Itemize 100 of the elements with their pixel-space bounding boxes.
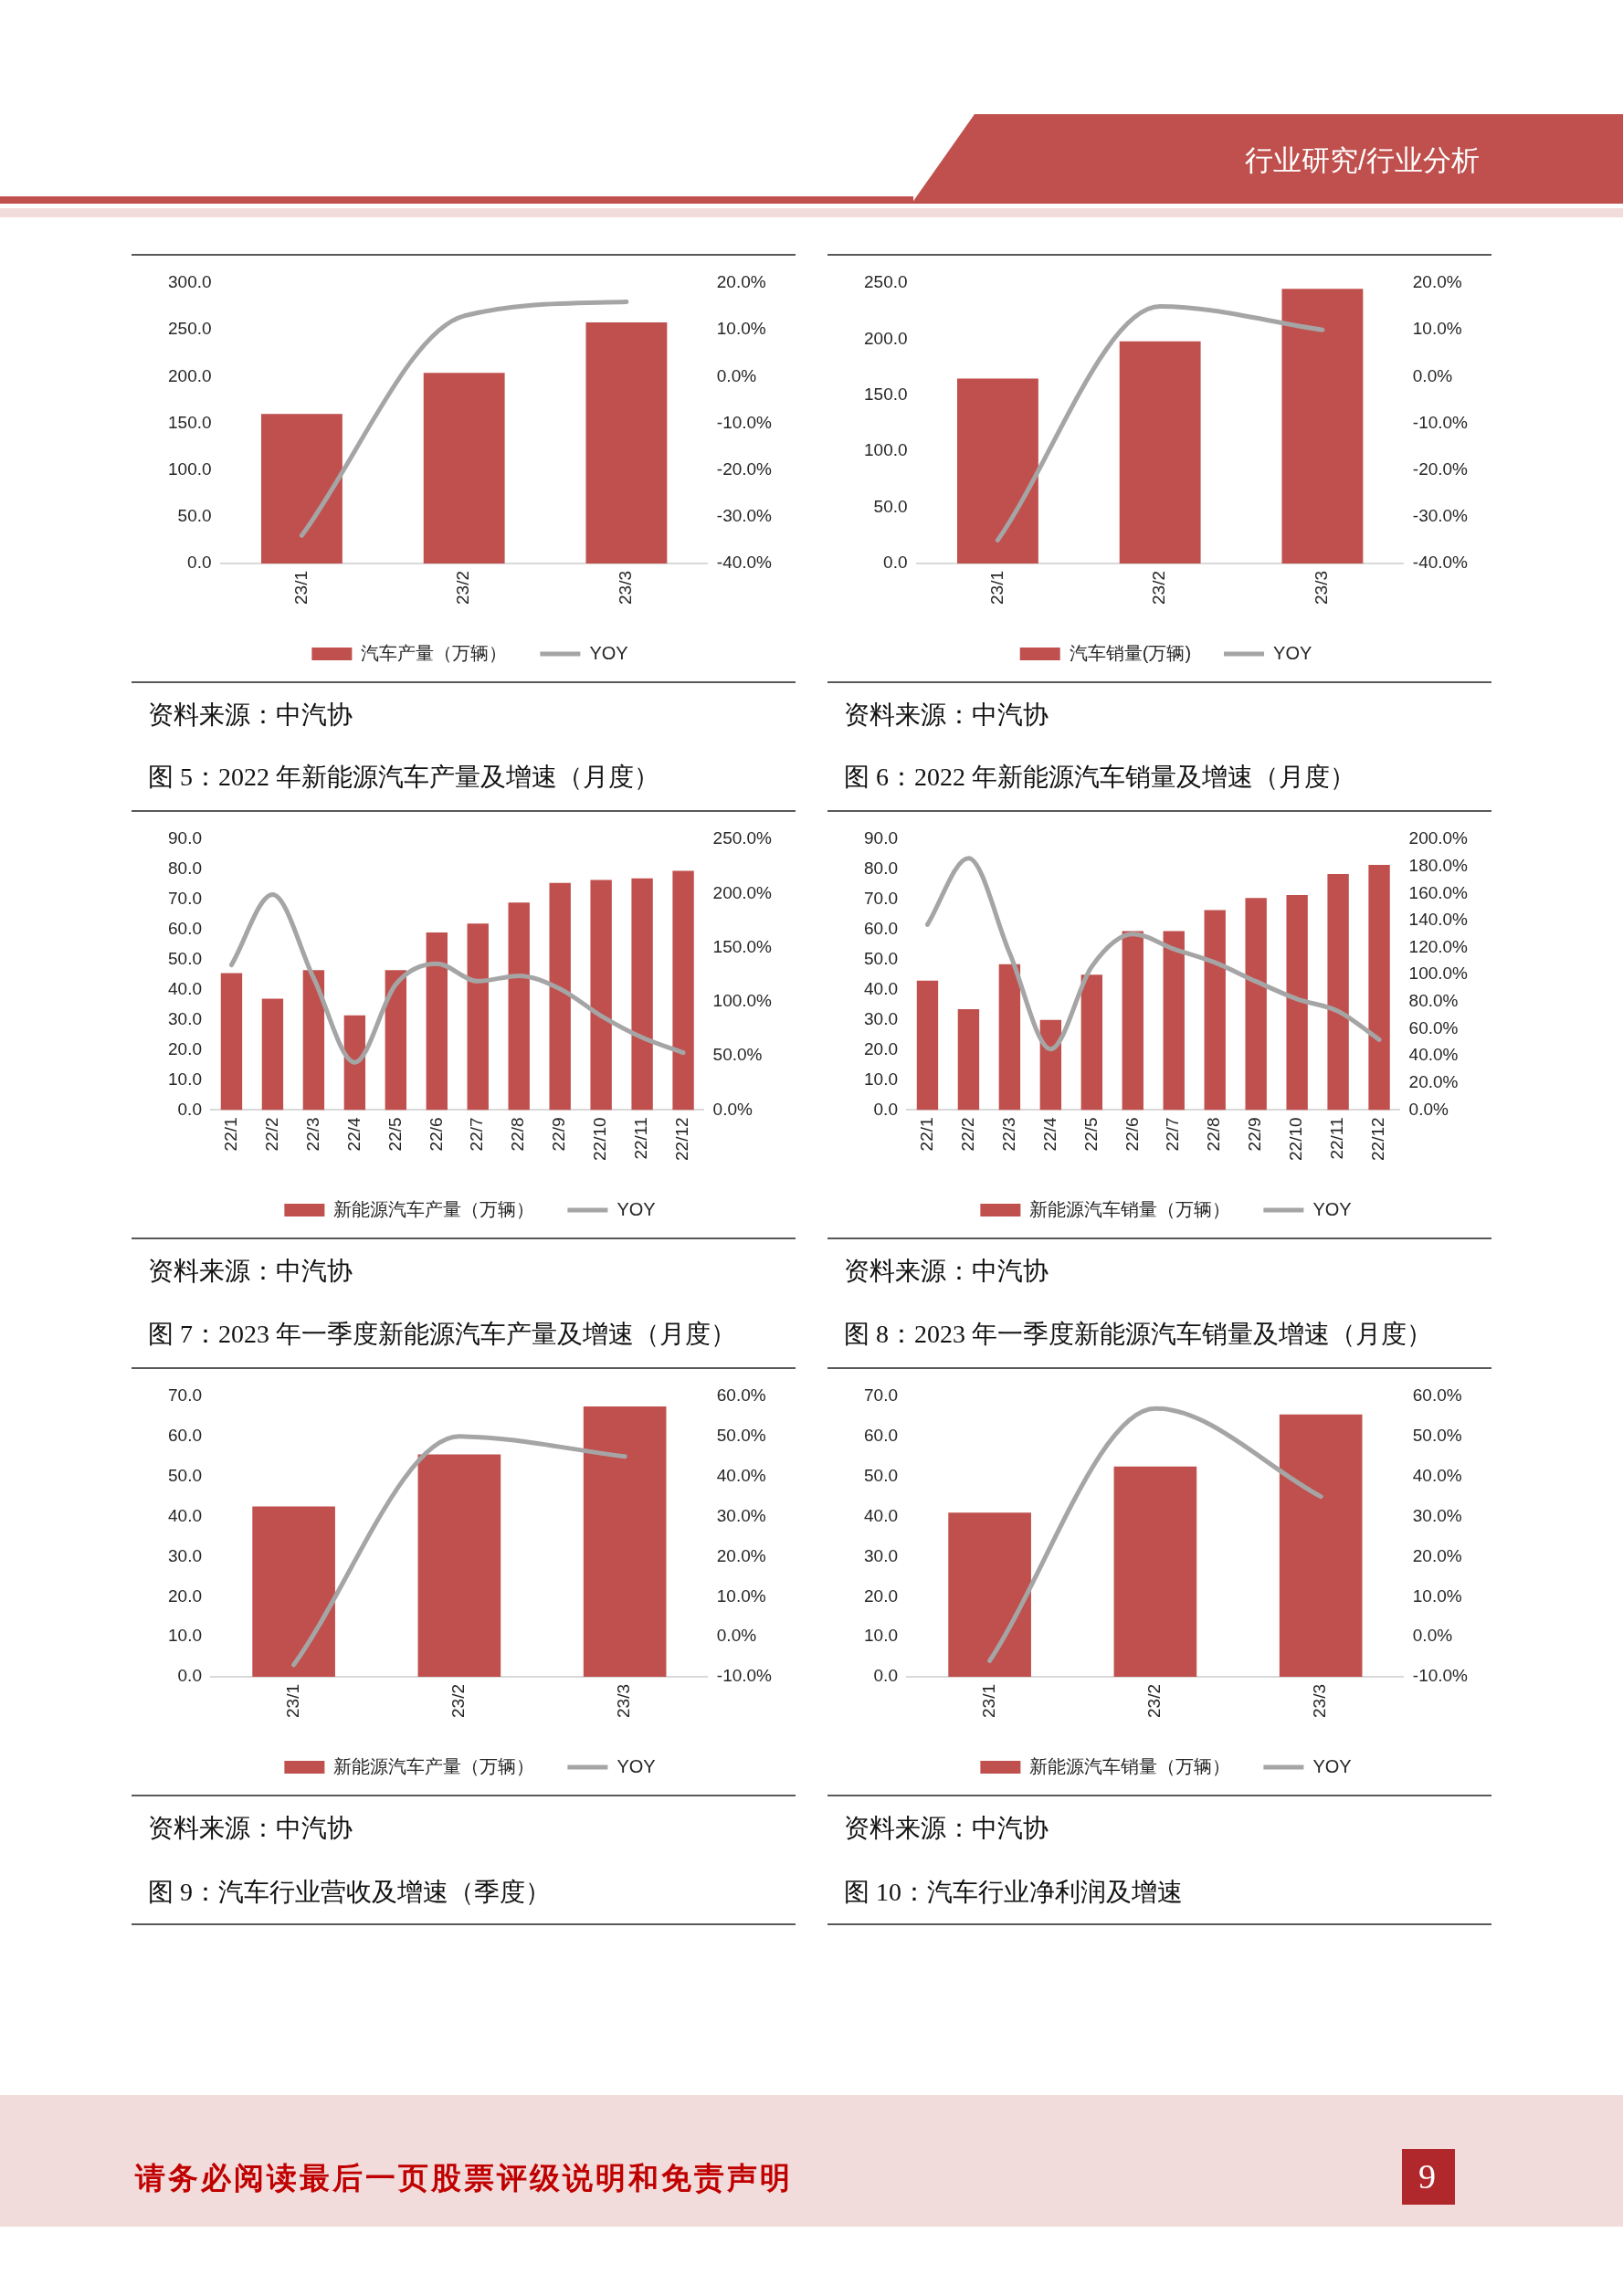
bar — [261, 998, 284, 1111]
bar — [1080, 974, 1103, 1111]
bar — [583, 1406, 667, 1678]
bar — [426, 932, 448, 1111]
x-tick-label: 22/8 — [508, 1117, 528, 1152]
x-tick-label: 22/2 — [261, 1117, 281, 1152]
y-tick-label: 20.0 — [864, 1038, 898, 1058]
x-tick-label: 23/1 — [290, 571, 311, 605]
x-tick-label: 22/3 — [998, 1117, 1018, 1152]
x-tick-label: 22/6 — [1122, 1117, 1142, 1152]
y2-tick-label: 20.0% — [1408, 1072, 1459, 1092]
text: 资料来源：中汽协 — [844, 1256, 1049, 1287]
y2-tick-label: 250.0% — [712, 828, 773, 848]
text: 资料来源：中汽协 — [148, 1813, 353, 1844]
x-tick-label: 22/9 — [549, 1117, 569, 1152]
text: 资料来源：中汽协 — [148, 700, 353, 731]
x-tick-label: 22/7 — [467, 1117, 487, 1152]
x-tick-label: 22/6 — [426, 1117, 446, 1152]
y-tick-label: 50.0 — [864, 1465, 898, 1485]
y-tick-label: 70.0 — [864, 1385, 898, 1406]
y2-tick-label: -20.0% — [716, 458, 773, 479]
x-tick-label: 22/4 — [343, 1117, 364, 1152]
y-tick-label: 100.0 — [864, 440, 908, 460]
x-tick-label: 23/2 — [1144, 1684, 1165, 1718]
y-tick-label: 70.0 — [864, 889, 898, 909]
x-tick-label: 22/5 — [385, 1117, 405, 1152]
x-tick-label: 23/1 — [986, 571, 1006, 605]
y-tick-label: 90.0 — [864, 828, 898, 848]
chart-title: 图 8：2023 年一季度新能源汽车销量及增速（月度） — [844, 1319, 1432, 1350]
x-tick-label: 22/7 — [1163, 1117, 1183, 1152]
caption: 图 9：汽车行业营收及增速（季度） — [148, 1877, 551, 1908]
y2-tick-label: -10.0% — [716, 412, 773, 432]
y-tick-label: 60.0 — [168, 919, 202, 939]
x-tick-label: 22/10 — [590, 1117, 610, 1161]
y2-tick-label: 80.0% — [1408, 991, 1459, 1011]
bar — [1245, 898, 1267, 1111]
bar — [1368, 865, 1390, 1111]
y2-tick-label: 50.0% — [712, 1045, 763, 1065]
y-tick-label: 0.0 — [873, 1666, 898, 1686]
y-tick-label: 30.0 — [864, 1545, 898, 1565]
y2-tick-label: 160.0% — [1408, 882, 1469, 902]
text: 资料来源：中汽协 — [844, 1813, 1049, 1844]
y-tick-label: 90.0 — [168, 828, 202, 848]
y2-tick-label: 20.0% — [716, 272, 766, 292]
y2-tick-label: 200.0% — [1408, 828, 1469, 848]
bar — [385, 970, 407, 1111]
y-tick-label: 0.0 — [873, 1099, 898, 1119]
y-tick-label: 60.0 — [864, 1426, 898, 1446]
y2-tick-label: 0.0% — [716, 365, 757, 385]
y-tick-label: 150.0 — [864, 384, 908, 405]
legend-label: 新能源汽车产量（万辆） — [333, 1755, 535, 1776]
bar — [343, 1015, 366, 1111]
y2-tick-label: 10.0% — [1412, 319, 1462, 339]
bar — [220, 973, 243, 1111]
legend-label: YOY — [1273, 642, 1312, 663]
legend-label: 汽车产量（万辆） — [361, 642, 508, 663]
legend-label: 新能源汽车产量（万辆） — [333, 1198, 535, 1219]
y-tick-label: 100.0 — [168, 458, 212, 479]
y2-tick-label: -10.0% — [1412, 1666, 1469, 1686]
y2-tick-label: 120.0% — [1408, 936, 1469, 956]
y2-tick-label: 50.0% — [1412, 1426, 1462, 1446]
y-tick-label: 300.0 — [168, 272, 212, 292]
y2-tick-label: 180.0% — [1408, 855, 1469, 875]
bar — [957, 1009, 980, 1111]
y2-tick-label: 10.0% — [1412, 1585, 1462, 1606]
legend-label: YOY — [617, 1755, 656, 1776]
bar — [467, 923, 489, 1111]
x-tick-label: 23/2 — [448, 1684, 469, 1718]
y-tick-label: 200.0 — [168, 365, 212, 385]
bar — [549, 882, 571, 1111]
x-tick-label: 22/1 — [916, 1117, 936, 1152]
y2-tick-label: 60.0% — [716, 1385, 766, 1406]
y2-tick-label: -30.0% — [716, 506, 773, 526]
bar — [1279, 1414, 1363, 1678]
y2-tick-label: 60.0% — [1408, 1017, 1459, 1037]
bar — [631, 878, 653, 1111]
chart-title: 图 5：2022 年新能源汽车产量及增速（月度） — [148, 762, 659, 793]
x-tick-label: 22/3 — [302, 1117, 322, 1152]
y2-tick-label: 20.0% — [1412, 272, 1462, 292]
bar — [1113, 1466, 1197, 1678]
y2-tick-label: 30.0% — [1412, 1505, 1462, 1525]
bar — [252, 1506, 335, 1678]
y-tick-label: 0.0 — [177, 1666, 202, 1686]
y2-tick-label: -20.0% — [1412, 458, 1469, 479]
bar — [1122, 931, 1143, 1111]
y-tick-label: 0.0 — [177, 1099, 202, 1119]
y-tick-label: 10.0 — [864, 1069, 898, 1089]
y-tick-label: 10.0 — [168, 1069, 202, 1089]
y-tick-label: 60.0 — [864, 919, 898, 939]
bar — [956, 378, 1038, 564]
bar — [1119, 341, 1201, 564]
x-tick-label: 23/1 — [282, 1684, 302, 1718]
y2-tick-label: 0.0% — [712, 1099, 753, 1119]
y-tick-label: 0.0 — [187, 553, 212, 573]
x-tick-label: 22/12 — [1368, 1117, 1388, 1161]
y2-tick-label: -30.0% — [1412, 506, 1469, 526]
x-tick-label: 22/4 — [1039, 1117, 1059, 1152]
y2-tick-label: 0.0% — [1412, 1626, 1453, 1646]
y-tick-label: 30.0 — [168, 1545, 202, 1565]
y2-tick-label: 20.0% — [716, 1545, 766, 1565]
